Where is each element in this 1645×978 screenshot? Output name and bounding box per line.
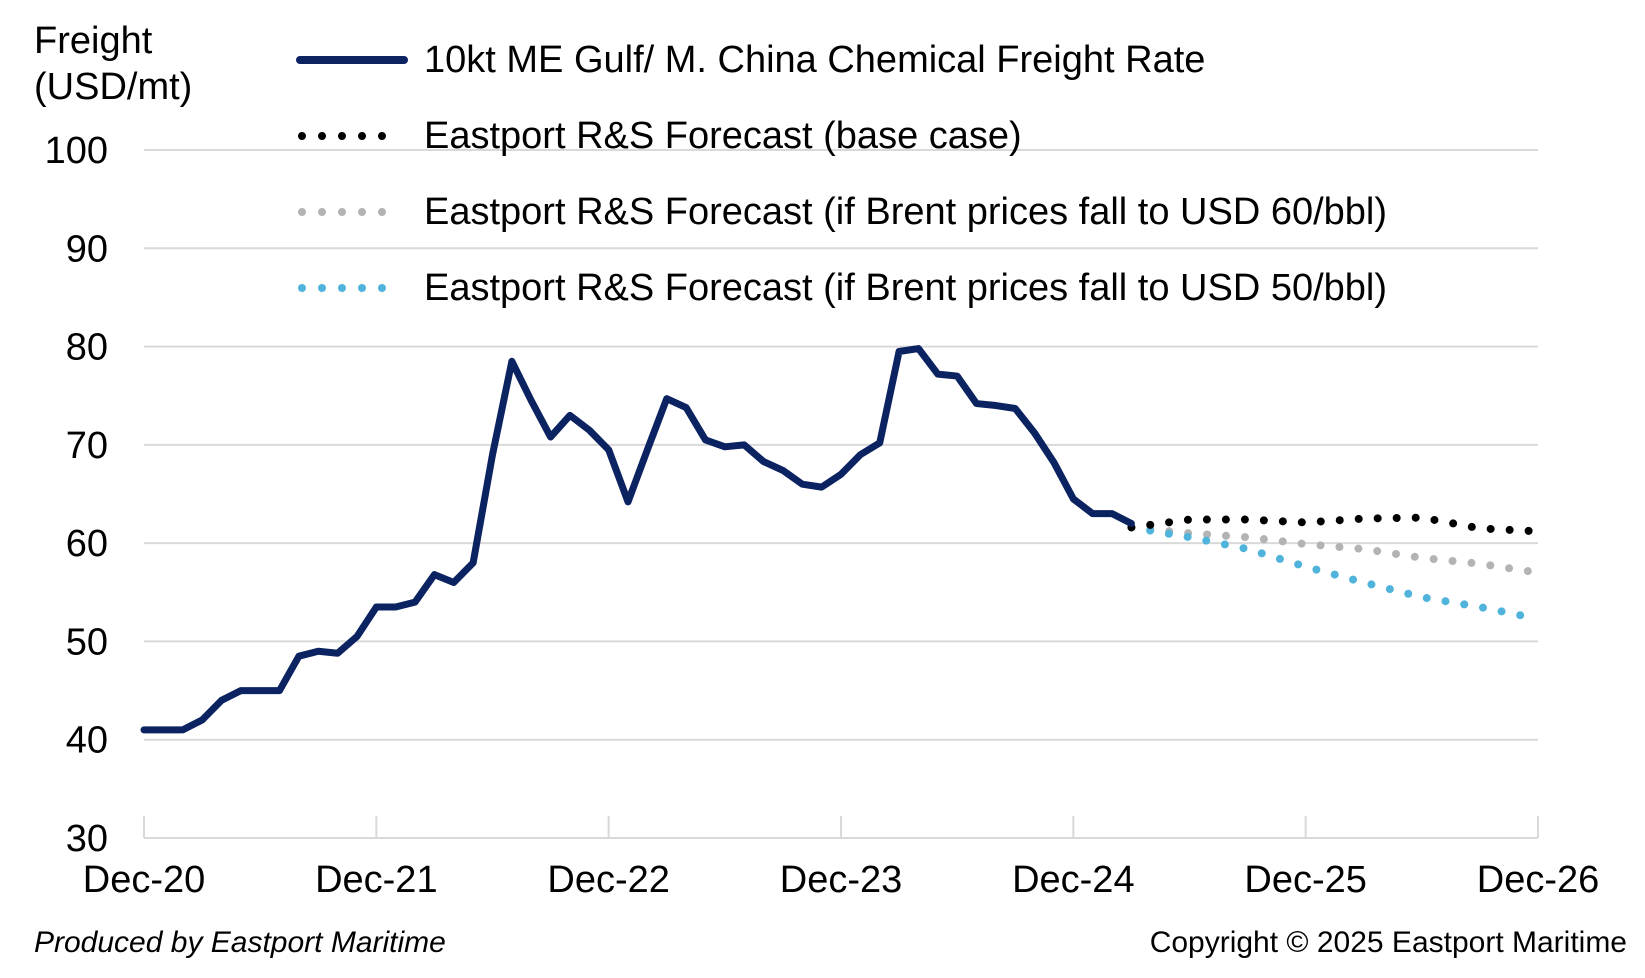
y-tick-label: 60 [66,523,108,565]
y-axis-title: Freight (USD/mt) [34,18,192,110]
x-tick-label: Dec-23 [780,859,903,901]
legend-label-actual: 10kt ME Gulf/ M. China Chemical Freight … [424,39,1205,82]
copyright-note: Copyright © 2025 Eastport Maritime [1150,926,1627,960]
legend-item-base-case[interactable]: Eastport R&S Forecast (base case) [296,98,1387,174]
y-tick-label: 30 [66,818,108,860]
produced-by-note: Produced by Eastport Maritime [34,926,446,960]
y-tick-label: 50 [66,621,108,663]
legend-swatch-base-case [296,126,408,146]
series-line-1 [1131,518,1538,532]
y-tick-label: 100 [45,130,108,172]
x-tick-label: Dec-25 [1244,859,1367,901]
x-axis: Dec-20 Dec-21 Dec-22 Dec-23 Dec-24 Dec-25 Dec-… [83,816,1600,901]
legend-swatch-brent-60 [296,202,408,222]
series-line-3 [1131,527,1538,618]
y-axis-title-line2: (USD/mt) [34,64,192,110]
x-tick-label: Dec-26 [1477,859,1600,901]
series-line-0 [144,349,1131,730]
y-tick-label: 80 [66,327,108,369]
y-tick-label: 40 [66,720,108,762]
legend-label-brent-60: Eastport R&S Forecast (if Brent prices f… [424,191,1387,234]
legend-item-brent-50[interactable]: Eastport R&S Forecast (if Brent prices f… [296,250,1387,326]
y-axis-title-line1: Freight [34,18,192,64]
series-line-2 [1131,527,1538,572]
x-tick-label: Dec-20 [83,859,206,901]
legend: 10kt ME Gulf/ M. China Chemical Freight … [296,22,1387,326]
x-tick-label: Dec-22 [547,859,670,901]
x-tick-label: Dec-21 [315,859,438,901]
x-tick-label: Dec-24 [1012,859,1135,901]
legend-item-brent-60[interactable]: Eastport R&S Forecast (if Brent prices f… [296,174,1387,250]
legend-item-actual[interactable]: 10kt ME Gulf/ M. China Chemical Freight … [296,22,1387,98]
legend-swatch-brent-50 [296,278,408,298]
legend-label-base-case: Eastport R&S Forecast (base case) [424,115,1022,158]
legend-label-brent-50: Eastport R&S Forecast (if Brent prices f… [424,267,1387,310]
y-axis-ticks: 30 40 50 60 70 80 90 100 [45,130,108,860]
series-lines [144,349,1538,730]
y-tick-label: 70 [66,425,108,467]
legend-swatch-actual [296,50,408,70]
y-tick-label: 90 [66,228,108,270]
